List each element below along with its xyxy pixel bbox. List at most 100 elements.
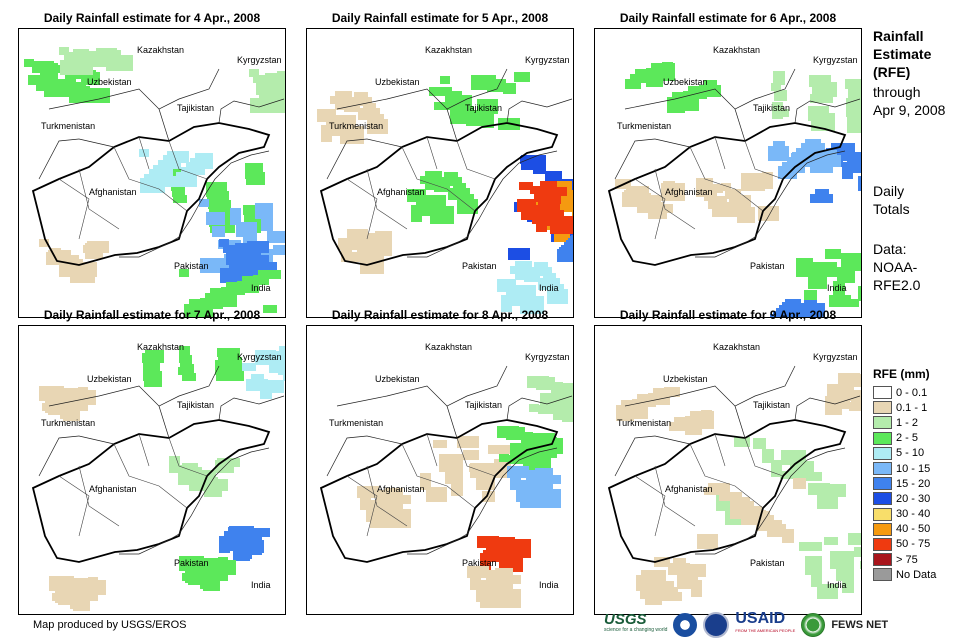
rainfall-cell [845, 79, 861, 89]
sidebar-daily-line: Daily [873, 183, 905, 199]
rainfall-cell [267, 231, 285, 243]
rainfall-cell [508, 248, 530, 260]
rainfall-cell [92, 56, 105, 67]
country-label-afghanistan: Afghanistan [665, 484, 713, 494]
rainfall-cell [630, 74, 653, 83]
rainfall-cell [85, 88, 110, 103]
country-border [78, 435, 115, 445]
rainfall-cell [571, 235, 573, 250]
rainfall-cell [852, 152, 861, 167]
rainfall-cell [179, 269, 189, 277]
rainfall-cell [331, 115, 356, 130]
rainfall-cell [526, 477, 545, 490]
rainfall-cell [847, 374, 861, 387]
country-label-turkmenistan: Turkmenistan [41, 418, 95, 428]
rainfall-cell [648, 206, 667, 219]
rainfall-cell [833, 281, 845, 295]
country-label-kazakhstan: Kazakhstan [137, 342, 184, 352]
country-label-kyrgyzstan: Kyrgyzstan [525, 55, 570, 65]
rainfall-cell [163, 155, 177, 163]
rainfall-cell [824, 150, 837, 161]
rainfall-cell [499, 554, 523, 572]
map-frame: Kazakhstan Kyrgyzstan Uzbekistan Tajikistan… [306, 28, 574, 318]
map-panel-apr7: Daily Rainfall estimate for 7 Apr., 2008… [18, 308, 286, 615]
country-label-tajikistan: Tajikistan [465, 103, 502, 113]
usgs-tagline: science for a changing world [604, 627, 668, 633]
country-border [734, 365, 796, 439]
sidebar-data-line: NOAA- [873, 259, 918, 275]
sidebar-daily-totals: Daily Totals [873, 182, 910, 218]
rainfall-cell [621, 400, 646, 415]
rainfall-cell [771, 460, 782, 477]
rainfall-cell [815, 189, 829, 197]
province-lines [346, 136, 496, 240]
sidebar-data-line: Data: [873, 241, 907, 257]
map-frame: Kazakhstan Kyrgyzstan Uzbekistan Tajikistan… [306, 325, 574, 615]
rainfall-cell [169, 456, 180, 473]
rainfall-cell [488, 445, 511, 454]
rainfall-cell [519, 182, 533, 190]
rainfall-cell [510, 443, 521, 460]
rainfall-cell [847, 117, 861, 133]
rainfall-cell [704, 487, 718, 495]
rainfall-cell [796, 258, 813, 277]
legend-swatch [873, 553, 892, 567]
noaa-logo-icon [673, 613, 698, 637]
rainfall-cell [39, 386, 64, 401]
legend-label: 20 - 30 [896, 492, 931, 505]
country-border [734, 68, 796, 142]
country-label-turkmenistan: Turkmenistan [41, 121, 95, 131]
rainfall-cell [854, 547, 861, 557]
legend-swatch [873, 477, 892, 491]
country-border [624, 385, 736, 407]
rainfall-cell [434, 102, 448, 110]
rainfall-cell [564, 242, 573, 250]
legend-label: 50 - 75 [896, 538, 931, 551]
rainfall-cell [523, 460, 539, 470]
rainfall-cell [511, 285, 536, 300]
rainfall-cell [860, 391, 861, 409]
legend-item: 40 - 50 [873, 522, 973, 537]
province-lines [346, 433, 496, 537]
rainfall-cell [673, 558, 686, 569]
panel-title: Daily Rainfall estimate for 8 Apr., 2008 [331, 308, 549, 322]
country-label-india: India [539, 283, 559, 293]
legend-label: > 75 [896, 553, 918, 566]
country-label-kyrgyzstan: Kyrgyzstan [237, 55, 282, 65]
rainfall-cell [846, 98, 861, 117]
rainfall-cell [812, 82, 837, 97]
rainfall-cell [849, 402, 861, 411]
country-label-pakistan: Pakistan [750, 558, 785, 568]
rainfall-cell [249, 69, 259, 77]
rainfall-cell [335, 91, 352, 110]
country-border [326, 435, 368, 477]
rainfall-cell [669, 422, 692, 431]
rainfall-cell [179, 556, 204, 571]
rainfall-cell [557, 249, 573, 262]
rainfall-cell [245, 540, 264, 553]
rainfall-cell [721, 183, 731, 191]
rainfall-cell [781, 450, 806, 465]
rainfall-cell [790, 461, 814, 479]
rainfall-cell [421, 195, 446, 210]
rainfall-cell [279, 346, 285, 361]
rainfall-cell [77, 86, 90, 97]
rainfall-cell [65, 68, 76, 85]
country-border [624, 88, 736, 110]
country-label-uzbekistan: Uzbekistan [87, 374, 132, 384]
province-lines [634, 433, 784, 537]
country-label-pakistan: Pakistan [174, 261, 209, 271]
rainfall-cell [461, 95, 472, 112]
country-border [158, 68, 220, 142]
rainfall-cell [808, 483, 830, 495]
rainfall-cell [521, 205, 546, 220]
rainfall-cell [827, 484, 846, 497]
map-panel-apr6: Daily Rainfall estimate for 6 Apr., 2008… [594, 11, 862, 318]
rainfall-cell [60, 60, 85, 75]
rainfall-cell [251, 374, 264, 385]
rainfall-cell [420, 473, 431, 490]
rainfall-cell [815, 159, 829, 167]
country-label-pakistan: Pakistan [750, 261, 785, 271]
rainfall-cell [236, 222, 257, 237]
rainfall-cell [480, 593, 505, 608]
